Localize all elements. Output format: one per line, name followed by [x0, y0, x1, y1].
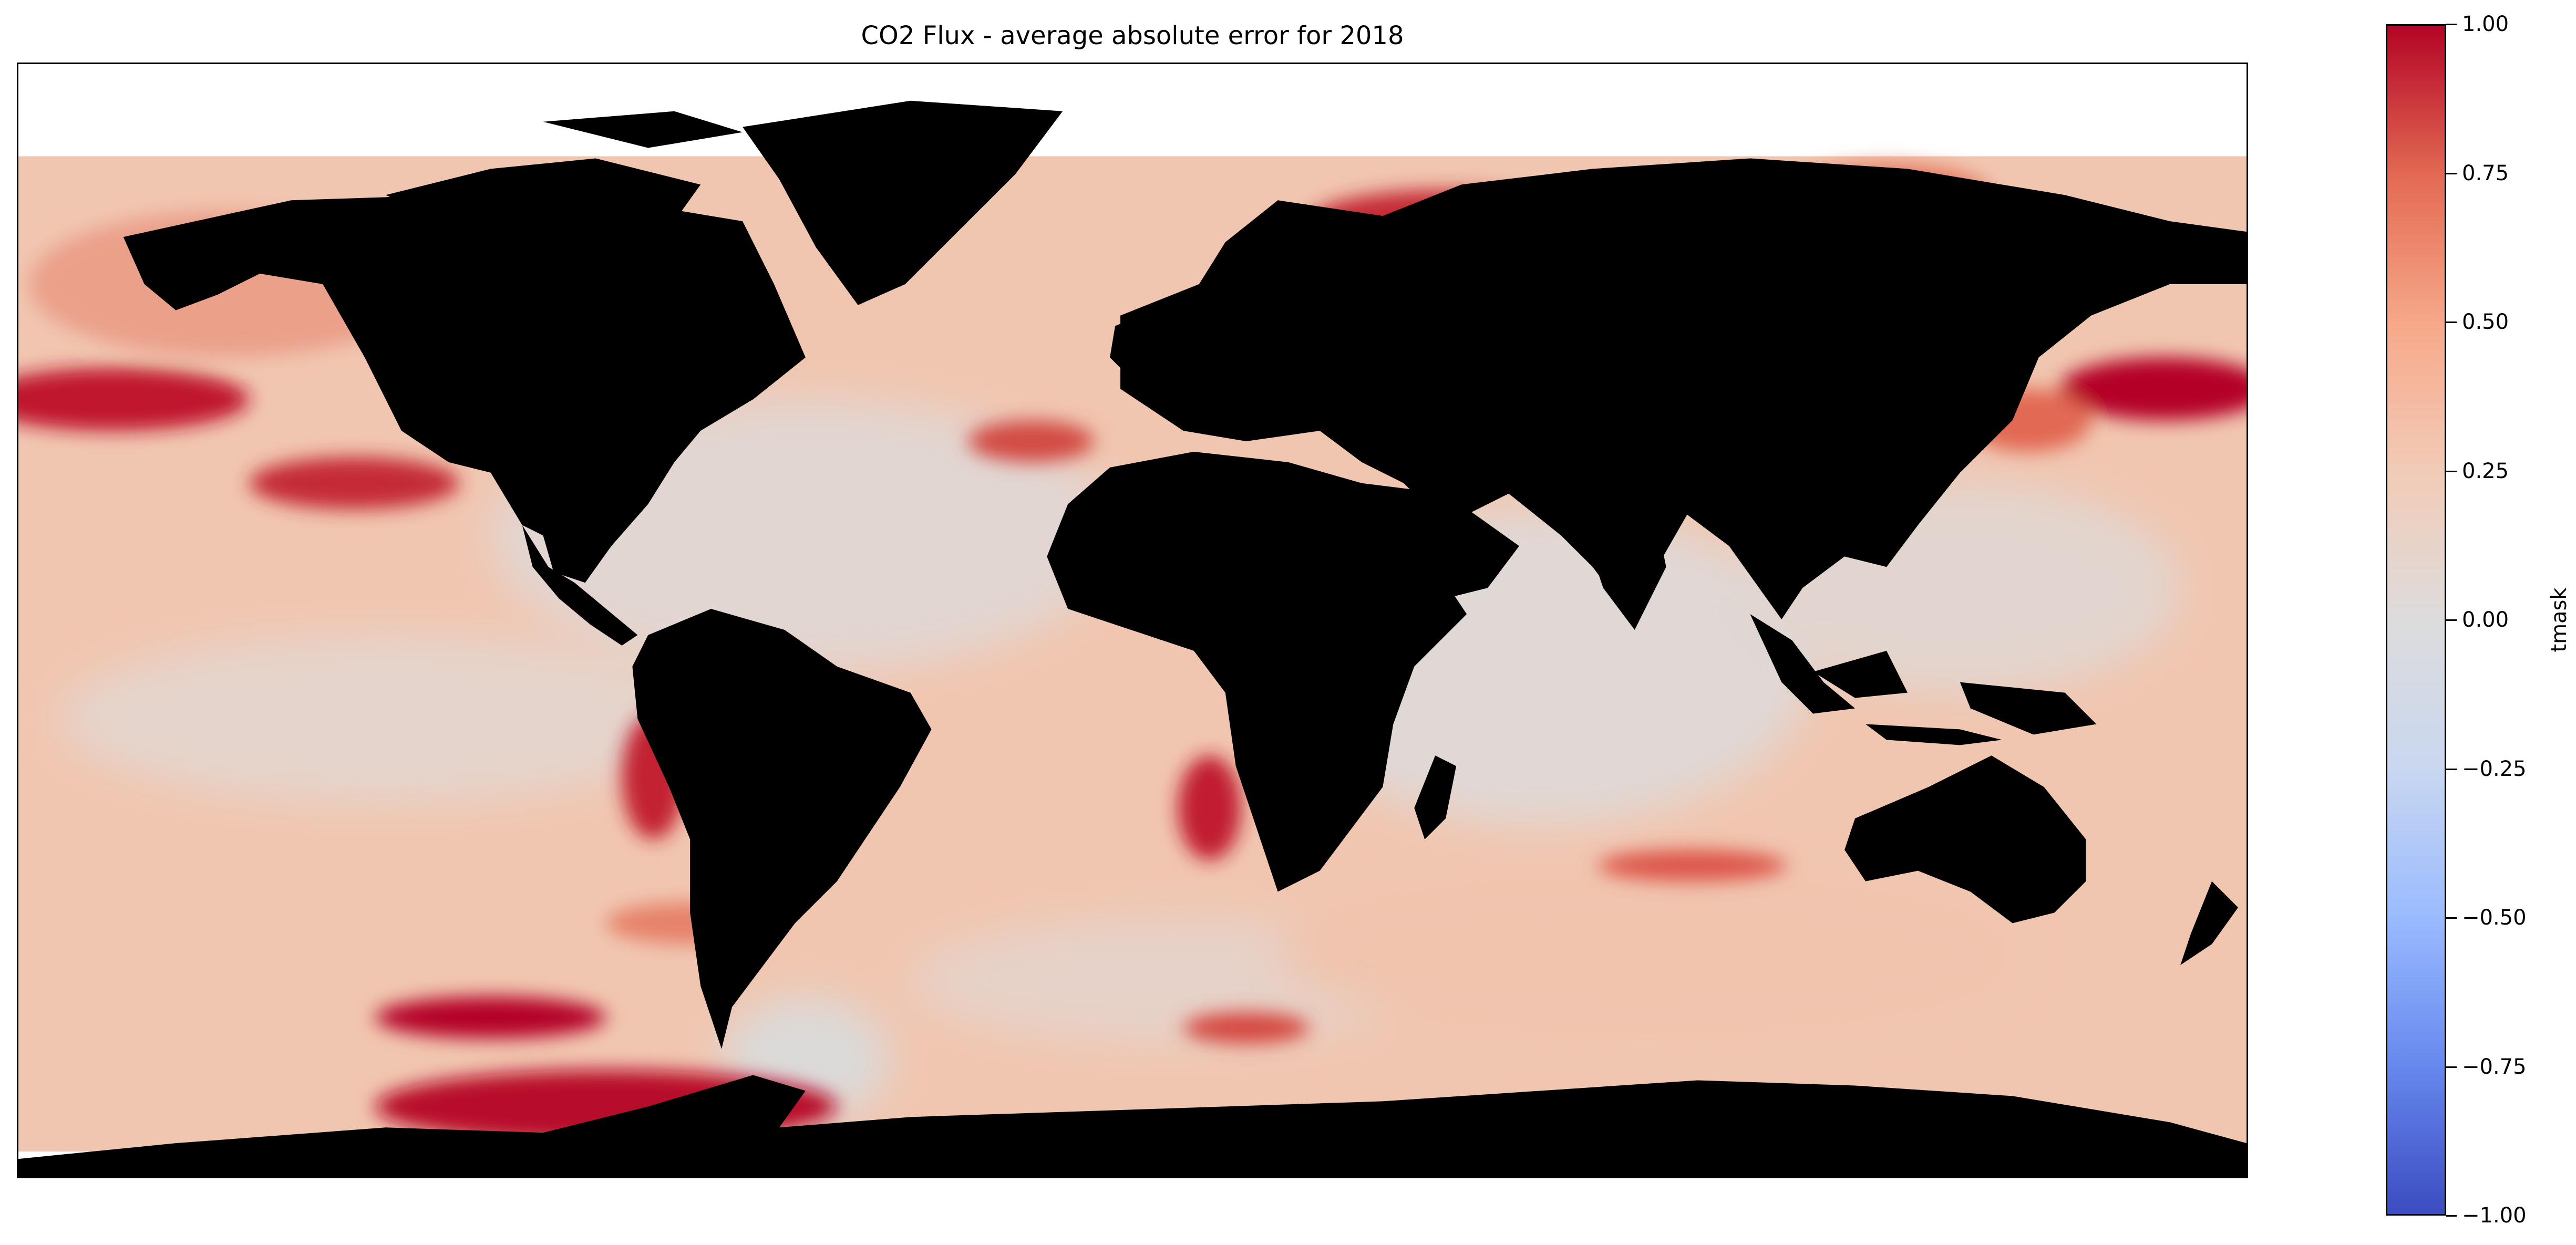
colorbar-tick-mark	[2446, 172, 2457, 174]
arctic-islands	[386, 111, 743, 232]
colorbar-tick-label: 0.50	[2462, 310, 2509, 334]
colorbar-title: tmask	[2547, 587, 2571, 652]
central-america-landmass	[522, 525, 638, 646]
south-america-landmass	[632, 609, 932, 1049]
colorbar-tick-label: 0.75	[2462, 161, 2509, 185]
britain-landmass	[1110, 310, 1162, 379]
eurasia-landmass	[1120, 158, 2247, 620]
colorbar-tick-mark	[2446, 24, 2457, 25]
colorbar-tick-label: 1.00	[2462, 12, 2509, 36]
colorbar-tick-label: −0.25	[2462, 756, 2527, 781]
north-america-landmass	[123, 195, 806, 583]
africa-landmass	[1047, 451, 1467, 892]
arabia-landmass	[1362, 483, 1519, 599]
colorbar-tick-mark	[2446, 1066, 2457, 1068]
colorbar-tick-mark	[2446, 619, 2457, 621]
colorbar-tick-mark	[2446, 768, 2457, 770]
colorbar-tick-label: 0.25	[2462, 459, 2509, 483]
indonesia-islands	[1750, 614, 2097, 745]
madagascar-landmass	[1414, 755, 1457, 839]
colorbar-tick-label: 0.00	[2462, 608, 2509, 632]
colorbar-tick-mark	[2446, 917, 2457, 919]
chart-title: CO2 Flux - average absolute error for 20…	[861, 21, 1404, 50]
world-map	[18, 100, 2247, 1177]
scandinavia-landmass	[1214, 221, 1352, 316]
colorbar-tick-label: −1.00	[2462, 1204, 2527, 1228]
colorbar	[2386, 24, 2446, 1216]
new-zealand-landmass	[2180, 881, 2239, 966]
map-frame	[17, 63, 2248, 1178]
colorbar-tick-label: −0.75	[2462, 1054, 2527, 1079]
colorbar-tick-label: −0.50	[2462, 906, 2527, 930]
antarctica-landmass	[18, 1075, 2247, 1177]
colorbar-tick-mark	[2446, 1215, 2457, 1217]
japan-landmass	[1949, 357, 2023, 462]
australia-landmass	[1845, 755, 2086, 924]
colorbar-tick-mark	[2446, 470, 2457, 472]
greenland-landmass	[743, 100, 1063, 305]
colorbar-tick-mark	[2446, 321, 2457, 323]
india-landmass	[1582, 514, 1666, 630]
